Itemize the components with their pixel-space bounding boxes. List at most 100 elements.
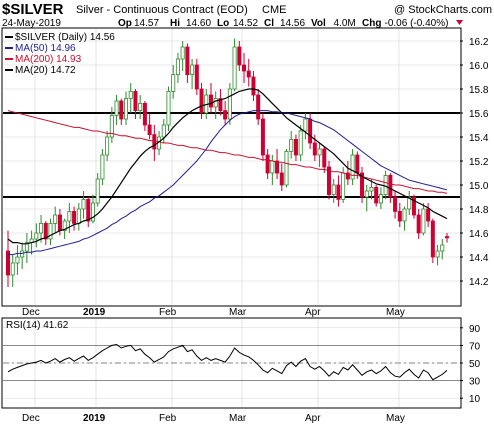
candle-body: [331, 184, 336, 195]
candle-down: [119, 98, 124, 125]
candle-body: [416, 214, 421, 234]
candle-body: [194, 64, 199, 90]
candle-up: [402, 206, 407, 231]
candle-down: [223, 101, 228, 125]
candle-down: [322, 146, 327, 173]
candle-up: [350, 149, 355, 185]
candle-body: [430, 220, 435, 258]
rsi-tick-label: 30: [469, 377, 481, 388]
candle-body: [308, 118, 313, 144]
exchange-label: CME: [262, 4, 286, 16]
candle-up: [114, 95, 119, 125]
candle-body: [213, 98, 218, 108]
candle-body: [227, 88, 232, 120]
candle-body: [20, 250, 25, 258]
price-tick-label: 15.2: [469, 157, 489, 168]
candle-body: [355, 154, 360, 174]
candle-body: [336, 184, 341, 200]
candle-body: [312, 142, 317, 156]
date-tick-label: Mar: [229, 307, 247, 318]
candle-body: [34, 232, 39, 240]
candle-body: [237, 46, 242, 66]
rsi-legend: RSI(14) 41.62: [6, 320, 69, 331]
candle-up: [175, 53, 180, 83]
candle-body: [232, 46, 237, 90]
candle-body: [53, 214, 58, 224]
candle-body: [374, 186, 379, 204]
candle-body: [279, 172, 284, 186]
candle-body: [378, 194, 383, 204]
quote-value-vol: 4.0M: [334, 18, 356, 29]
candle-up: [440, 239, 445, 260]
candle-down: [360, 167, 365, 203]
candle-up: [81, 191, 86, 219]
candle-up: [227, 83, 232, 125]
candle-down: [336, 175, 341, 207]
candle-body: [270, 160, 275, 174]
quote-value-op: 14.57: [134, 18, 159, 29]
candle-down: [430, 218, 435, 263]
candle-body: [48, 222, 53, 240]
candle-down: [444, 233, 449, 243]
date-tick-label: May: [386, 307, 405, 318]
date-axis-upper: Dec 2019 Feb Mar Apr May: [22, 307, 405, 318]
candle-body: [407, 196, 412, 210]
candle-body: [260, 118, 265, 156]
date-tick-label: 2019: [83, 413, 106, 424]
candle-body: [72, 210, 77, 224]
candle-body: [199, 88, 204, 114]
candle-down: [256, 89, 261, 125]
candle-down: [246, 59, 251, 87]
candle-body: [388, 174, 393, 198]
candle-down: [265, 149, 270, 179]
candle-up: [407, 191, 412, 215]
candle-body: [62, 220, 67, 232]
date-tick-label: Apr: [305, 413, 321, 424]
candle-body: [147, 124, 152, 135]
candle-up: [109, 107, 114, 143]
candle-body: [360, 172, 365, 198]
candle-body: [317, 148, 322, 156]
candle-down: [72, 206, 77, 231]
candle-down: [43, 221, 48, 245]
price-tick-label: 14.6: [469, 229, 489, 240]
legend-entry: MA(50) 14.96: [15, 43, 76, 54]
candle-body: [128, 91, 133, 100]
quote-row: Op 14.57 Hi 14.60 Lo 14.52 Cl 14.56 Vol 4.0M Chg -0…: [118, 18, 463, 29]
candle-body: [411, 196, 416, 216]
candle-down: [260, 113, 265, 161]
date-tick-label: Mar: [229, 413, 247, 424]
candle-up: [90, 194, 95, 224]
candle-body: [175, 58, 180, 76]
candle-down: [416, 209, 421, 239]
legend-entry: $SILVER (Daily) 14.56: [15, 32, 115, 43]
candle-up: [421, 203, 426, 236]
candle-body: [81, 198, 86, 210]
price-tick-label: 15.4: [469, 133, 489, 144]
candle-body: [152, 134, 157, 150]
candle-body: [142, 103, 147, 126]
quote-label-op: Op: [118, 18, 132, 29]
candle-body: [95, 178, 100, 204]
candle-down: [426, 203, 431, 227]
candle-body: [251, 76, 256, 96]
candle-body: [185, 46, 190, 76]
candle-body: [105, 136, 110, 156]
candle-up: [138, 95, 143, 119]
date-axis-lower: Dec 2019 Feb Mar Apr May: [22, 413, 405, 424]
date-tick-label: Apr: [305, 307, 321, 318]
candle-up: [378, 187, 383, 209]
candle-up: [369, 179, 374, 200]
date-tick-label: 2019: [83, 307, 106, 318]
candle-down: [208, 83, 213, 113]
candle-up: [15, 245, 20, 275]
candle-up: [34, 223, 39, 248]
rsi-axis: 90 70 50 30 10: [460, 324, 481, 405]
candle-down: [275, 149, 280, 179]
candle-body: [180, 46, 185, 60]
candle-body: [350, 154, 355, 180]
price-tick-label: 15.8: [469, 85, 489, 96]
candle-body: [166, 91, 171, 126]
candle-body: [402, 208, 407, 222]
